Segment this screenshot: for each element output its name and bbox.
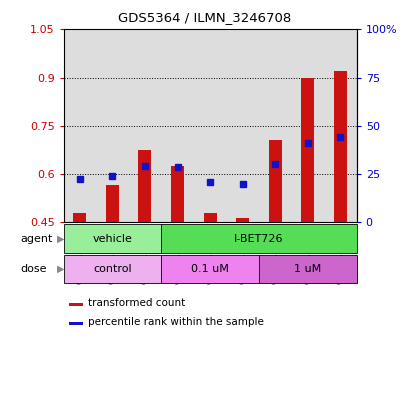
Bar bbox=[324, 29, 356, 222]
Text: control: control bbox=[93, 264, 131, 274]
Bar bbox=[161, 255, 258, 283]
Bar bbox=[193, 29, 226, 222]
Bar bbox=[63, 255, 161, 283]
Bar bbox=[301, 77, 314, 222]
Bar bbox=[258, 255, 356, 283]
Bar bbox=[73, 213, 86, 222]
Bar bbox=[106, 185, 119, 222]
Bar bbox=[268, 140, 281, 222]
Text: agent: agent bbox=[20, 233, 53, 244]
Text: 1 uM: 1 uM bbox=[294, 264, 321, 274]
Bar bbox=[138, 150, 151, 222]
Text: 0.1 uM: 0.1 uM bbox=[191, 264, 229, 274]
Text: ▶: ▶ bbox=[57, 233, 65, 244]
Text: transformed count: transformed count bbox=[88, 298, 185, 308]
Text: GDS5364 / ILMN_3246708: GDS5364 / ILMN_3246708 bbox=[118, 11, 291, 24]
Bar bbox=[69, 322, 82, 325]
Text: dose: dose bbox=[20, 264, 47, 274]
Bar bbox=[258, 29, 291, 222]
Bar bbox=[161, 224, 356, 253]
Text: vehicle: vehicle bbox=[92, 233, 132, 244]
Bar bbox=[161, 29, 193, 222]
Text: I-BET726: I-BET726 bbox=[234, 233, 283, 244]
Bar bbox=[333, 71, 346, 222]
Bar bbox=[226, 29, 258, 222]
Bar bbox=[171, 166, 184, 222]
Text: ▶: ▶ bbox=[57, 264, 65, 274]
Bar bbox=[69, 303, 82, 306]
Bar bbox=[63, 224, 161, 253]
Bar bbox=[63, 29, 96, 222]
Bar bbox=[128, 29, 161, 222]
Bar bbox=[203, 213, 216, 222]
Text: percentile rank within the sample: percentile rank within the sample bbox=[88, 317, 264, 327]
Bar bbox=[96, 29, 128, 222]
Bar bbox=[236, 218, 249, 222]
Bar bbox=[291, 29, 324, 222]
